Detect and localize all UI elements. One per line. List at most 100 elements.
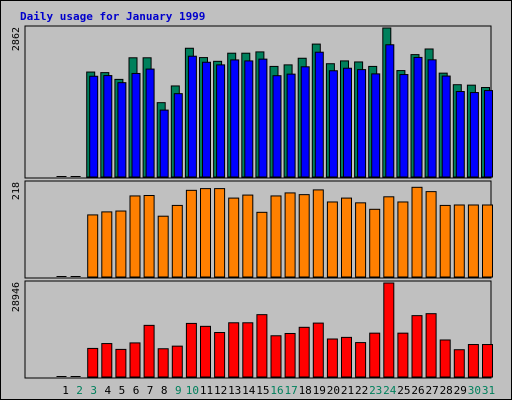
day-label-7: 7 bbox=[147, 384, 154, 397]
panel-sites: 28946 bbox=[11, 280, 493, 379]
bar-pages-day-25 bbox=[397, 201, 409, 278]
max-label-pages: 218 bbox=[11, 182, 22, 200]
bar-pages-day-7 bbox=[143, 195, 155, 278]
day-label-24: 24 bbox=[383, 384, 397, 397]
bar-sites-day-8 bbox=[157, 348, 169, 378]
bar-files-day-28 bbox=[441, 75, 451, 178]
day-label-15: 15 bbox=[256, 384, 269, 397]
bar-pages-day-22 bbox=[355, 202, 367, 278]
bar-files-day-25 bbox=[399, 74, 409, 178]
bar-pages-day-4 bbox=[101, 211, 113, 278]
day-label-6: 6 bbox=[133, 384, 140, 397]
bar-sites-day-3 bbox=[87, 347, 99, 378]
bar-pages-day-23 bbox=[369, 208, 381, 278]
bar-sites-day-24 bbox=[383, 282, 395, 378]
bar-files-day-3 bbox=[89, 75, 99, 178]
bar-files-day-21 bbox=[343, 67, 352, 178]
day-label-20: 20 bbox=[327, 384, 340, 397]
bar-sites-day-6 bbox=[129, 342, 141, 378]
day-label-2: 2 bbox=[76, 384, 83, 397]
day-label-14: 14 bbox=[242, 384, 256, 397]
day-label-30: 30 bbox=[468, 384, 481, 397]
bar-files-day-22 bbox=[357, 69, 367, 178]
day-labels: 1 2 3 4 5 6 7 8 9 10 11 12 13 14 15 16 17 18 19 20 21 22 23 24 2… bbox=[62, 384, 495, 397]
bar-files-day-13 bbox=[230, 59, 240, 178]
max-label-sites: 28946 bbox=[11, 282, 22, 312]
bar-sites-day-10 bbox=[185, 322, 197, 378]
bar-pages-day-16 bbox=[270, 195, 282, 278]
bar-pages-day-30 bbox=[467, 204, 479, 278]
day-label-17: 17 bbox=[284, 384, 297, 397]
max-label-hits-files: 2862 bbox=[11, 27, 22, 51]
bar-pages-day-10 bbox=[185, 189, 197, 278]
bar-sites-day-28 bbox=[439, 339, 451, 378]
panel-pages: 218 bbox=[11, 180, 493, 279]
bar-sites-day-18 bbox=[298, 326, 310, 378]
day-label-11: 11 bbox=[200, 384, 213, 397]
bar-pages-day-31 bbox=[482, 204, 493, 278]
bar-files-day-31 bbox=[484, 90, 493, 178]
day-label-19: 19 bbox=[313, 384, 326, 397]
bar-pages-day-5 bbox=[115, 210, 127, 278]
bar-pages-day-11 bbox=[200, 188, 211, 278]
bar-sites-day-25 bbox=[397, 332, 409, 378]
bar-pages-day-2 bbox=[70, 276, 81, 277]
bar-sites-day-12 bbox=[214, 332, 226, 378]
bar-pages-day-19 bbox=[312, 189, 324, 278]
bar-pages-day-8 bbox=[157, 215, 169, 278]
bar-sites-day-30 bbox=[467, 344, 479, 378]
bar-sites-day-2 bbox=[70, 376, 81, 377]
bar-files-day-16 bbox=[272, 75, 282, 178]
bar-sites-day-4 bbox=[101, 343, 113, 378]
bar-pages-day-26 bbox=[411, 186, 423, 278]
bar-files-day-17 bbox=[286, 73, 296, 178]
chart-title: Daily usage for January 1999 bbox=[20, 10, 205, 23]
bar-files-day-24 bbox=[385, 44, 395, 178]
chart-panels: 2862 218 28946 bbox=[11, 25, 493, 379]
day-label-29: 29 bbox=[454, 384, 467, 397]
bar-sites-day-15 bbox=[256, 314, 268, 378]
bar-files-day-29 bbox=[455, 91, 465, 178]
bar-sites-day-23 bbox=[369, 332, 381, 378]
bar-files-day-11 bbox=[202, 61, 211, 178]
day-label-9: 9 bbox=[175, 384, 182, 397]
bar-sites-day-27 bbox=[425, 313, 437, 378]
day-label-16: 16 bbox=[270, 384, 283, 397]
panel-border-sites bbox=[24, 280, 492, 379]
bar-files-day-30 bbox=[469, 92, 479, 178]
bar-sites-day-14 bbox=[242, 322, 254, 378]
day-label-1: 1 bbox=[62, 384, 69, 397]
bar-pages-day-17 bbox=[284, 192, 296, 278]
bar-hits-day-1 bbox=[56, 176, 67, 177]
day-label-28: 28 bbox=[440, 384, 453, 397]
day-label-27: 27 bbox=[425, 384, 438, 397]
bar-pages-day-28 bbox=[439, 204, 451, 278]
bar-files-day-19 bbox=[314, 51, 324, 178]
bar-pages-day-14 bbox=[242, 194, 254, 278]
bar-pages-day-15 bbox=[256, 211, 268, 278]
bar-sites-day-20 bbox=[326, 338, 338, 378]
bar-files-day-9 bbox=[173, 93, 183, 178]
day-label-4: 4 bbox=[104, 384, 111, 397]
bar-sites-day-11 bbox=[200, 325, 211, 378]
bar-sites-day-26 bbox=[411, 315, 423, 378]
bar-sites-day-17 bbox=[284, 332, 296, 378]
bar-files-day-15 bbox=[258, 58, 268, 178]
bar-sites-day-31 bbox=[482, 344, 493, 378]
day-label-3: 3 bbox=[90, 384, 97, 397]
bar-sites-day-1 bbox=[56, 376, 67, 377]
bar-pages-day-13 bbox=[228, 197, 240, 278]
day-label-18: 18 bbox=[299, 384, 312, 397]
bar-pages-day-20 bbox=[326, 201, 338, 278]
bar-hits-day-2 bbox=[70, 176, 81, 177]
day-label-21: 21 bbox=[341, 384, 354, 397]
day-label-8: 8 bbox=[161, 384, 168, 397]
bar-sites-day-29 bbox=[453, 349, 465, 378]
bar-pages-day-3 bbox=[87, 214, 99, 278]
day-label-31: 31 bbox=[482, 384, 495, 397]
bar-files-day-27 bbox=[427, 59, 437, 178]
bar-sites-day-7 bbox=[143, 324, 155, 378]
day-label-12: 12 bbox=[214, 384, 227, 397]
bar-sites-day-13 bbox=[228, 322, 240, 378]
